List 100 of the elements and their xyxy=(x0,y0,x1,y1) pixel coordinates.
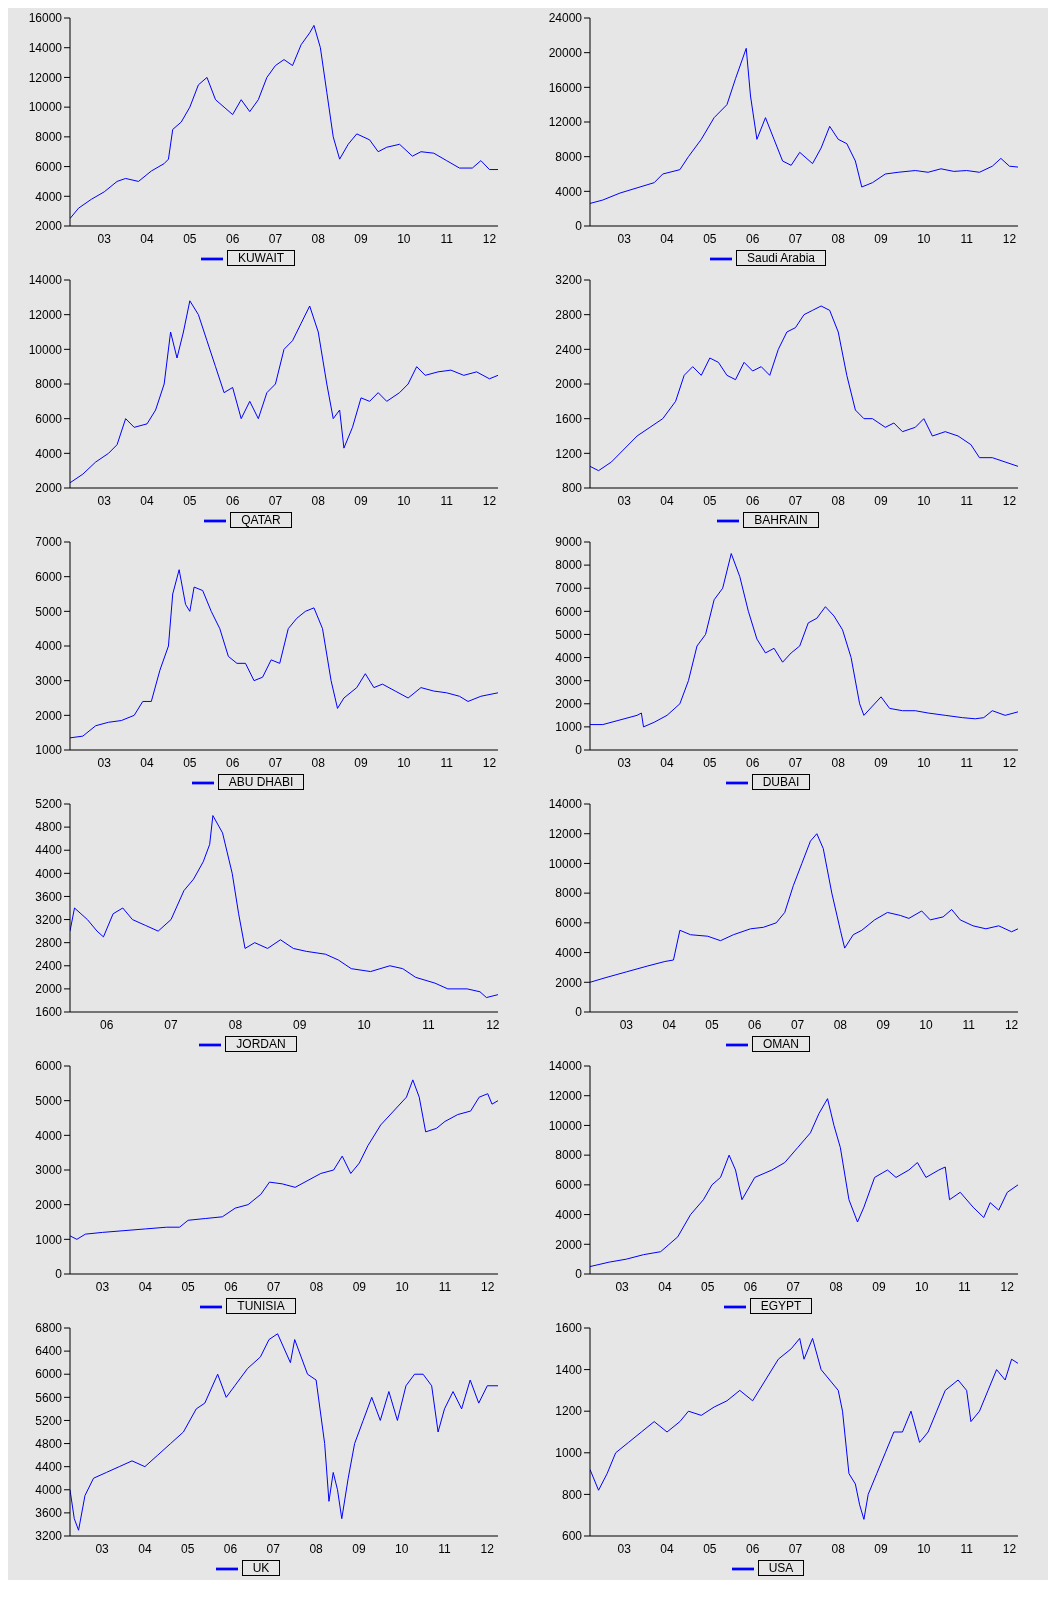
y-tick-label: 1000 xyxy=(35,1232,63,1247)
y-tick-label: 9000 xyxy=(555,535,583,550)
y-tick-label: 5000 xyxy=(35,604,63,619)
x-tick-label: 05 xyxy=(183,755,197,770)
y-tick-label: 12000 xyxy=(548,115,583,130)
y-tick-label: 3000 xyxy=(35,1163,63,1178)
x-tick-label: 09 xyxy=(876,1017,891,1032)
x-tick-label: 04 xyxy=(660,1541,675,1556)
y-tick-label: 6400 xyxy=(35,1344,63,1359)
y-tick-label: 600 xyxy=(561,1529,583,1544)
y-tick-label: 4000 xyxy=(35,639,63,654)
y-tick-label: 1200 xyxy=(555,1404,583,1419)
y-tick-label: 800 xyxy=(561,481,583,496)
y-tick-label: 6000 xyxy=(555,604,583,619)
line-series xyxy=(590,1098,1018,1268)
x-tick-label: 06 xyxy=(745,755,760,770)
x-tick-label: 04 xyxy=(660,755,675,770)
y-tick-label: 6000 xyxy=(555,1178,583,1193)
y-tick-label: 5600 xyxy=(35,1390,63,1405)
x-tick-label: 11 xyxy=(960,755,974,770)
x-tick-label: 07 xyxy=(268,755,283,770)
y-tick-label: 10000 xyxy=(548,1118,583,1133)
y-tick-label: 0 xyxy=(575,219,583,234)
x-tick-label: 10 xyxy=(917,1541,931,1556)
x-tick-label: 08 xyxy=(831,493,846,508)
x-tick-label: 11 xyxy=(958,1279,972,1294)
x-tick-label: 06 xyxy=(745,1541,760,1556)
y-tick-label: 4400 xyxy=(35,1459,63,1474)
y-tick-label: 5000 xyxy=(555,627,583,642)
y-tick-label: 2000 xyxy=(35,219,63,234)
y-tick-label: 4000 xyxy=(555,650,583,665)
x-tick-label: 12 xyxy=(480,1541,495,1556)
x-tick-label: 08 xyxy=(311,755,326,770)
x-tick-label: 05 xyxy=(181,1541,195,1556)
x-tick-label: 04 xyxy=(140,493,155,508)
y-tick-label: 4000 xyxy=(35,446,63,461)
x-tick-label: 09 xyxy=(352,1541,366,1556)
x-tick-label: 07 xyxy=(786,1279,801,1294)
legend-label: BAHRAIN xyxy=(743,512,819,529)
x-tick-label: 10 xyxy=(915,1279,929,1294)
x-tick-label: 03 xyxy=(97,493,112,508)
x-tick-label: 06 xyxy=(745,493,760,508)
y-tick-label: 10000 xyxy=(28,100,63,115)
y-tick-label: 2000 xyxy=(35,481,63,496)
x-tick-label: 03 xyxy=(97,231,112,246)
y-tick-label: 2000 xyxy=(555,1237,583,1252)
x-tick-label: 06 xyxy=(743,1279,758,1294)
y-tick-label: 5200 xyxy=(35,1413,63,1428)
x-tick-label: 08 xyxy=(833,1017,848,1032)
x-tick-label: 05 xyxy=(705,1017,719,1032)
x-tick-label: 05 xyxy=(701,1279,715,1294)
x-tick-label: 07 xyxy=(164,1017,179,1032)
x-tick-label: 03 xyxy=(617,231,632,246)
y-tick-label: 0 xyxy=(575,1267,583,1282)
x-tick-label: 04 xyxy=(658,1279,672,1294)
x-tick-label: 05 xyxy=(183,493,197,508)
y-tick-label: 10000 xyxy=(28,342,63,357)
x-tick-label: 10 xyxy=(917,755,931,770)
x-tick-label: 08 xyxy=(831,231,846,246)
x-tick-label: 07 xyxy=(788,755,803,770)
x-tick-label: 05 xyxy=(181,1279,196,1294)
y-tick-label: 6000 xyxy=(35,159,63,174)
x-tick-label: 06 xyxy=(225,231,240,246)
y-tick-label: 6000 xyxy=(35,569,63,584)
y-tick-label: 14000 xyxy=(28,273,63,288)
x-tick-label: 08 xyxy=(831,755,846,770)
x-tick-label: 10 xyxy=(395,1279,410,1294)
line-series xyxy=(590,553,1018,728)
x-tick-label: 09 xyxy=(354,231,369,246)
y-tick-label: 1600 xyxy=(555,411,583,426)
y-tick-label: 6000 xyxy=(35,1059,63,1074)
y-tick-label: 2400 xyxy=(35,959,63,974)
x-tick-label: 12 xyxy=(481,1279,495,1294)
x-tick-label: 09 xyxy=(874,231,889,246)
y-tick-label: 2000 xyxy=(555,975,583,990)
x-tick-label: 06 xyxy=(745,231,760,246)
y-tick-label: 0 xyxy=(575,743,583,758)
x-tick-label: 10 xyxy=(357,1017,372,1032)
y-tick-label: 1000 xyxy=(555,720,583,735)
x-tick-label: 10 xyxy=(919,1017,933,1032)
y-tick-label: 6800 xyxy=(35,1321,63,1336)
y-tick-label: 8000 xyxy=(35,377,63,392)
x-tick-label: 07 xyxy=(788,493,803,508)
x-tick-label: 10 xyxy=(397,755,411,770)
y-tick-label: 2000 xyxy=(35,1197,63,1212)
y-tick-label: 7000 xyxy=(35,535,63,550)
y-tick-label: 2800 xyxy=(555,307,583,322)
y-tick-label: 4000 xyxy=(35,866,63,881)
y-tick-label: 1600 xyxy=(555,1321,583,1336)
y-tick-label: 1200 xyxy=(555,446,583,461)
line-series xyxy=(70,300,498,484)
line-series xyxy=(70,24,498,220)
x-tick-label: 03 xyxy=(615,1279,630,1294)
y-tick-label: 8000 xyxy=(555,886,583,901)
y-tick-label: 20000 xyxy=(548,45,583,60)
x-tick-label: 08 xyxy=(311,231,326,246)
y-tick-label: 0 xyxy=(575,1005,583,1020)
y-tick-label: 8000 xyxy=(555,149,583,164)
x-tick-label: 12 xyxy=(1002,231,1017,246)
x-tick-label: 08 xyxy=(309,1541,324,1556)
